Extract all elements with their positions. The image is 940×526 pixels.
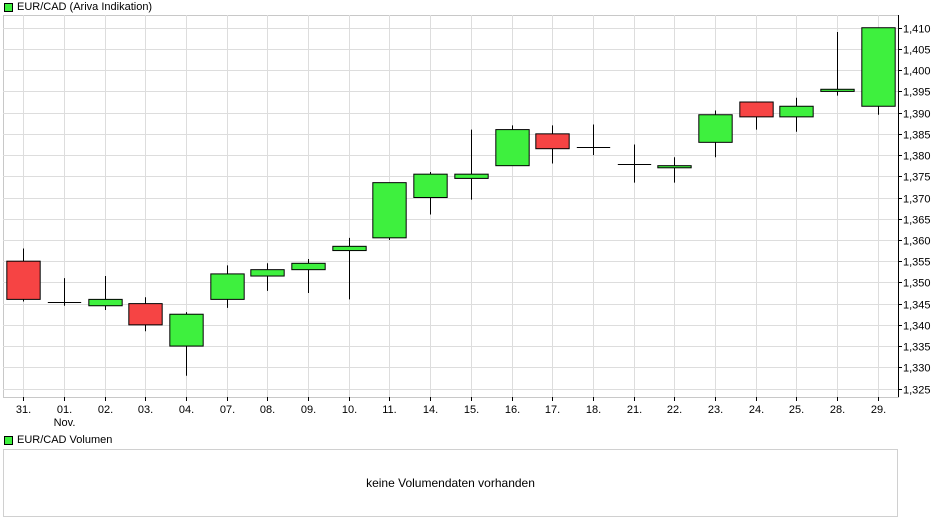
y-tick-label: 1,325 xyxy=(903,385,931,397)
volume-legend-label: EUR/CAD Volumen xyxy=(17,434,113,446)
volume-panel: keine Volumendaten vorhanden xyxy=(3,449,898,517)
candle-body xyxy=(372,182,407,239)
x-tick-label: 16. xyxy=(505,404,520,416)
candle-body xyxy=(332,245,367,252)
y-tick-label: 1,365 xyxy=(903,215,931,227)
x-tick-label: 31. xyxy=(16,404,31,416)
x-tick-label: 14. xyxy=(423,404,438,416)
x-tick-label: 11. xyxy=(382,404,396,416)
candle-layer xyxy=(6,27,896,376)
x-tick-label: 18. xyxy=(586,404,601,416)
x-tick-sublabel: Nov. xyxy=(54,417,76,429)
y-axis-ticks: 1,325 1,330 1,335 1,340 1,345 1,350 1,355 1,360… xyxy=(898,15,931,397)
x-tick-label: 23. xyxy=(708,404,723,416)
candle-body xyxy=(779,105,814,118)
candle-body xyxy=(739,101,774,118)
x-tick-label: 29. xyxy=(871,404,886,416)
y-tick-label: 1,400 xyxy=(903,66,931,78)
price-legend-label: EUR/CAD (Ariva Indikation) xyxy=(17,1,153,13)
y-tick-label: 1,390 xyxy=(903,109,931,121)
candle-body xyxy=(495,129,530,167)
x-tick-label: 28. xyxy=(830,404,845,416)
y-tick-label: 1,350 xyxy=(903,278,931,290)
y-tick-label: 1,355 xyxy=(903,257,931,269)
x-tick-label: 21. xyxy=(627,404,642,416)
x-tick-label: 09. xyxy=(301,404,316,416)
candle-body xyxy=(454,173,489,179)
volume-legend-swatch xyxy=(4,435,13,445)
x-tick-label: 17. xyxy=(545,404,560,416)
x-tick-label: 08. xyxy=(260,404,275,416)
candle-body xyxy=(128,303,163,326)
y-tick-label: 1,370 xyxy=(903,194,931,206)
candle-body xyxy=(210,273,245,300)
candle-body xyxy=(861,27,896,107)
x-tick-label: 15. xyxy=(464,404,479,416)
candle-body xyxy=(169,313,204,347)
x-tick-label: 22. xyxy=(667,404,682,416)
candle-body xyxy=(291,262,326,271)
y-tick-label: 1,360 xyxy=(903,236,931,248)
x-tick-label: 01. xyxy=(57,404,72,416)
candle-body xyxy=(820,88,855,92)
y-tick-label: 1,330 xyxy=(903,363,931,375)
volume-legend: EUR/CAD Volumen xyxy=(4,433,112,447)
x-tick-label: 07. xyxy=(220,404,235,416)
x-tick-label: 03. xyxy=(138,404,153,416)
candle-body xyxy=(6,260,41,300)
y-tick-label: 1,380 xyxy=(903,151,931,163)
grid-layer xyxy=(3,15,899,398)
x-tick-label: 04. xyxy=(179,404,194,416)
candle-body xyxy=(250,269,285,277)
y-tick-label: 1,340 xyxy=(903,321,931,333)
y-tick-label: 1,385 xyxy=(903,130,931,142)
candle-body xyxy=(413,173,448,199)
y-tick-label: 1,405 xyxy=(903,45,931,57)
x-tick-label: 10. xyxy=(342,404,357,416)
x-tick-label: 02. xyxy=(98,404,113,416)
y-tick-label: 1,375 xyxy=(903,172,931,184)
x-axis-ticks: 31. 01.Nov. 02. 03. 04. 07. 08. 09. 10. 11. 14. 15.… xyxy=(16,397,886,429)
y-tick-label: 1,345 xyxy=(903,300,931,312)
y-tick-label: 1,395 xyxy=(903,87,931,99)
price-legend: EUR/CAD (Ariva Indikation) xyxy=(4,0,152,14)
price-legend-swatch xyxy=(4,2,13,12)
candle-body xyxy=(535,133,570,150)
volume-empty-message: keine Volumendaten vorhanden xyxy=(366,476,535,490)
y-tick-label: 1,410 xyxy=(903,24,931,36)
x-tick-label: 25. xyxy=(789,404,804,416)
y-tick-label: 1,335 xyxy=(903,342,931,354)
candle-body xyxy=(698,114,733,143)
x-tick-label: 24. xyxy=(749,404,764,416)
candlestick-chart: 1,325 1,330 1,335 1,340 1,345 1,350 1,355 1,360… xyxy=(3,15,931,429)
candle-body xyxy=(88,298,123,307)
candle-body xyxy=(657,165,692,169)
plot-frame xyxy=(3,15,899,398)
